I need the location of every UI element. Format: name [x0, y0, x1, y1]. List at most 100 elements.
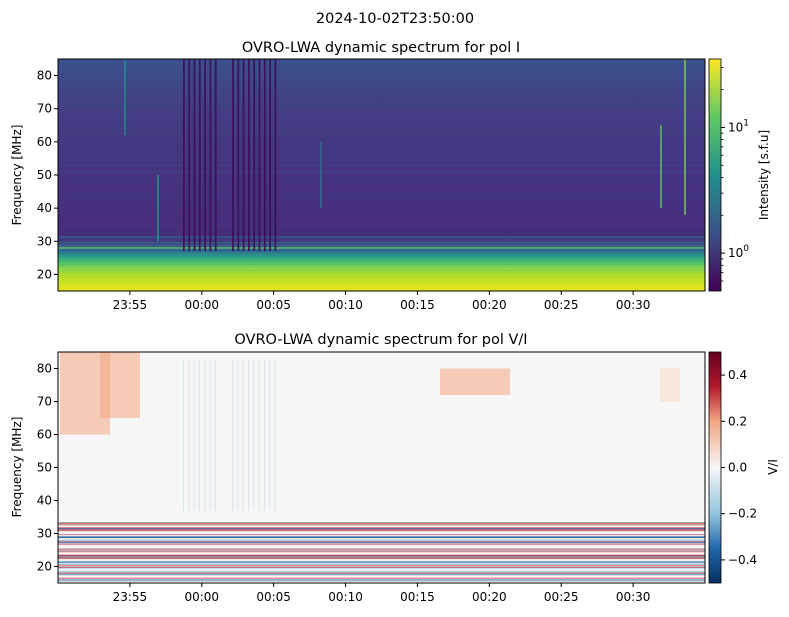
rfi-band: [58, 68, 705, 70]
rfi-band: [58, 561, 705, 563]
data-gap: [263, 360, 265, 511]
y-tick-label: 70: [37, 395, 52, 409]
rfi-band: [58, 127, 705, 129]
data-gap: [242, 360, 244, 511]
rfi-band: [58, 522, 705, 524]
rfi-band: [58, 551, 705, 553]
x-tick-label: 00:15: [400, 590, 435, 604]
rfi-band: [58, 555, 705, 557]
rfi-band: [58, 171, 705, 173]
y-tick-label: 50: [37, 461, 52, 475]
rfi-band: [58, 244, 705, 246]
panel-pol-i: OVRO-LWA dynamic spectrum for pol I 20 30…: [10, 40, 771, 312]
y-tick-label: 80: [37, 362, 52, 376]
data-gap: [198, 360, 200, 511]
x-tick-label: 00:10: [328, 590, 363, 604]
rfi-band: [58, 103, 705, 105]
rfi-band: [58, 561, 705, 563]
data-gap: [237, 360, 239, 511]
y-axis-label-pol-i: Frequency [MHz]: [10, 125, 24, 226]
rfi-band: [58, 558, 705, 560]
rfi-band: [58, 105, 705, 107]
rfi-band: [58, 160, 705, 162]
rfi-band: [58, 574, 705, 576]
rfi-band: [58, 193, 705, 195]
y-tick-label: 60: [37, 135, 52, 149]
rfi-band: [58, 567, 705, 569]
rfi-band: [58, 163, 705, 165]
data-gap: [193, 59, 196, 251]
rfi-band: [58, 123, 705, 125]
rfi-band: [58, 539, 705, 541]
rfi-band: [58, 550, 705, 552]
rfi-band: [58, 201, 705, 203]
y-tick-label: 40: [37, 494, 52, 508]
rfi-band: [58, 156, 705, 158]
x-tick-label: 00:30: [616, 298, 651, 312]
x-tick-label: 00:30: [616, 590, 651, 604]
x-tick-label: 23:55: [113, 298, 148, 312]
rfi-band: [58, 101, 705, 103]
rfi-band: [58, 543, 705, 545]
rfi-band: [58, 274, 705, 276]
radio-burst: [320, 141, 322, 209]
data-gap: [274, 59, 277, 251]
rfi-band: [58, 106, 705, 108]
rfi-band: [58, 541, 705, 544]
rfi-band: [58, 236, 705, 239]
radio-burst: [660, 125, 662, 209]
x-tick-label: 00:05: [256, 298, 291, 312]
rfi-band: [58, 165, 705, 167]
y-tick-label: 20: [37, 560, 52, 574]
rfi-band: [58, 273, 705, 275]
y-tick-label: 70: [37, 102, 52, 116]
data-gap: [204, 360, 206, 511]
rfi-band: [58, 98, 705, 100]
rfi-band: [58, 84, 705, 86]
rfi-band: [58, 195, 705, 197]
data-gap: [232, 360, 234, 511]
panel-pol-vi: OVRO-LWA dynamic spectrum for pol V/I 20…: [10, 332, 780, 604]
rfi-band: [58, 94, 705, 96]
rfi-band: [58, 556, 705, 558]
data-gap: [258, 59, 261, 251]
data-gap: [242, 59, 245, 251]
rfi-band: [58, 268, 705, 270]
data-gap: [183, 59, 185, 251]
rfi-band: [58, 94, 705, 96]
data-gap: [237, 59, 240, 251]
rfi-band: [58, 170, 705, 172]
data-gap: [258, 360, 260, 511]
rfi-band: [58, 536, 705, 538]
polarized-emission: [100, 352, 140, 418]
rfi-band: [58, 563, 705, 565]
rfi-band: [58, 529, 705, 531]
x-tick-label: 00:00: [184, 590, 219, 604]
rfi-band: [58, 567, 705, 569]
data-gap: [269, 59, 271, 251]
radio-burst: [684, 59, 686, 215]
data-gap: [214, 360, 216, 511]
x-tick-label: 00:20: [472, 298, 507, 312]
data-gap: [188, 59, 191, 251]
data-gap: [263, 59, 266, 251]
rfi-band: [58, 570, 705, 572]
rfi-band: [58, 573, 705, 575]
rfi-band: [58, 277, 705, 279]
rfi-band: [58, 68, 705, 70]
data-gap: [193, 360, 195, 511]
rfi-band: [58, 170, 705, 172]
y-tick-label: 50: [37, 168, 52, 182]
colorbar-label-pol-i: Intensity [s.f.u]: [757, 130, 771, 220]
rfi-band: [58, 91, 705, 93]
rfi-band: [58, 103, 705, 105]
y-tick-label: 30: [37, 234, 52, 248]
x-tick-label: 00:05: [256, 590, 291, 604]
rfi-band: [58, 571, 705, 573]
rfi-band: [58, 577, 705, 579]
rfi-band: [58, 534, 705, 536]
x-tick-label: 00:10: [328, 298, 363, 312]
heatmap-pol-vi: [58, 352, 705, 583]
y-tick-label: 60: [37, 428, 52, 442]
colorbar-tick-label: 100: [728, 244, 749, 260]
